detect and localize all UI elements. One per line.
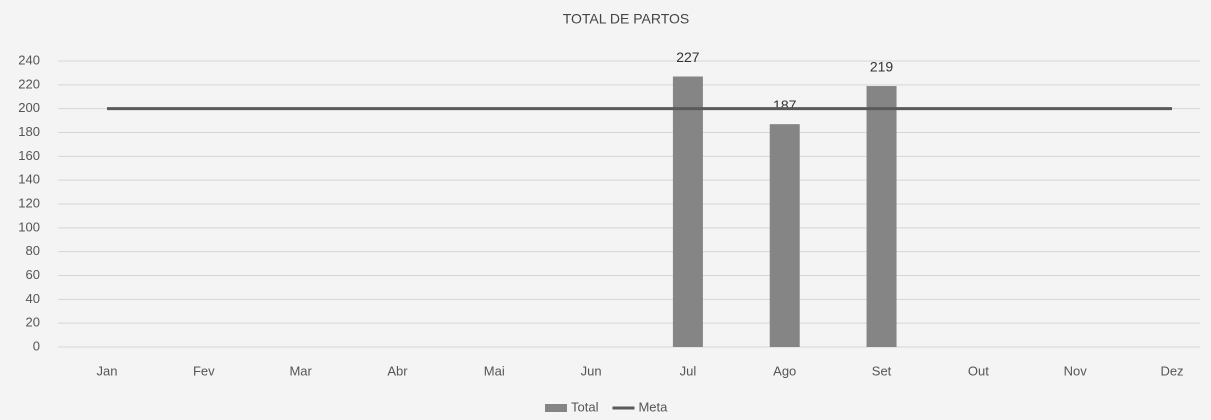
y-tick-label: 20 (26, 315, 40, 330)
legend-label: Meta (638, 399, 668, 414)
bar (866, 86, 897, 348)
y-tick-label: 200 (18, 100, 40, 115)
x-tick-label: Mar (289, 363, 312, 378)
x-tick-label: Jul (680, 363, 697, 378)
x-tick-label: Mai (484, 363, 505, 378)
x-tick-label: Jan (97, 363, 118, 378)
data-label: 187 (773, 97, 797, 113)
data-label: 219 (870, 59, 894, 75)
x-tick-label: Dez (1160, 363, 1183, 378)
legend-label: Total (571, 399, 599, 414)
x-tick-label: Abr (387, 363, 408, 378)
y-tick-label: 220 (18, 76, 40, 91)
x-tick-label: Set (872, 363, 892, 378)
chart-title: TOTAL DE PARTOS (563, 11, 690, 27)
y-tick-label: 120 (18, 195, 40, 210)
y-tick-label: 140 (18, 172, 40, 187)
x-tick-label: Out (968, 363, 989, 378)
y-tick-label: 60 (26, 267, 40, 282)
x-tick-label: Fev (193, 363, 215, 378)
data-label: 227 (676, 49, 700, 65)
y-tick-label: 180 (18, 124, 40, 139)
x-tick-label: Ago (773, 363, 796, 378)
bar (769, 124, 800, 348)
x-tick-label: Nov (1064, 363, 1088, 378)
y-tick-label: 40 (26, 291, 40, 306)
y-tick-label: 240 (18, 52, 40, 67)
y-tick-label: 80 (26, 243, 40, 258)
bar (672, 76, 703, 347)
y-tick-label: 160 (18, 148, 40, 163)
x-tick-label: Jun (581, 363, 602, 378)
legend-swatch (545, 404, 567, 412)
y-tick-label: 100 (18, 219, 40, 234)
y-tick-label: 0 (33, 338, 40, 353)
